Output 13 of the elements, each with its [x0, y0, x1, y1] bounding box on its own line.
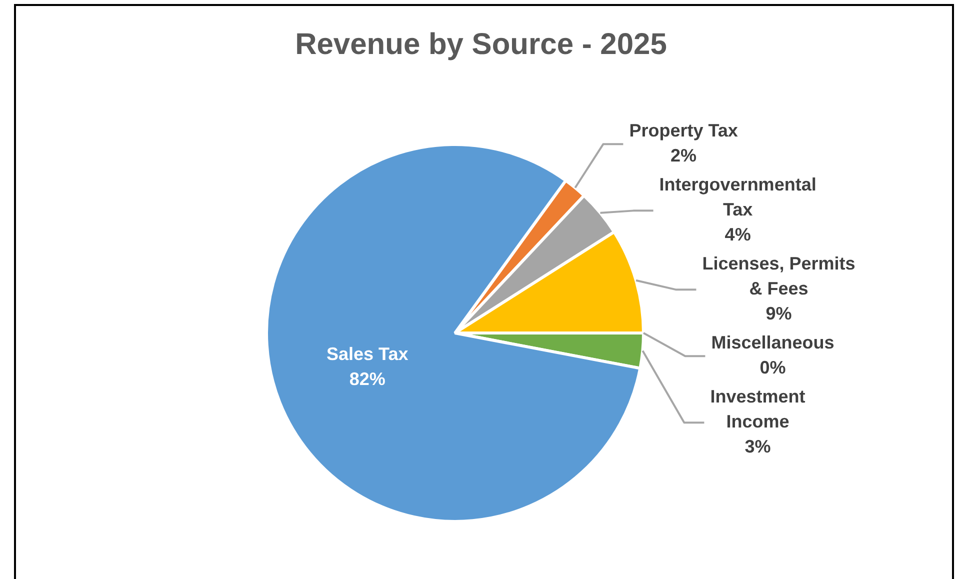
slice-label: Property Tax: [629, 120, 738, 141]
slice-label: Investment Income: [710, 386, 806, 432]
data-label: 4%: [724, 224, 751, 245]
data-label: 3%: [744, 436, 771, 457]
slice-label: Sales Tax: [326, 344, 408, 364]
slice-label: Licenses, Permits & Fees: [702, 254, 856, 299]
slice-label: Intergovernmental Tax: [659, 174, 816, 220]
data-label: 82%: [349, 369, 386, 390]
data-label: 2%: [670, 146, 697, 166]
chart-title: Revenue by Source - 2025: [294, 28, 668, 62]
text: 0%: [760, 358, 786, 378]
data-label: 9%: [766, 304, 792, 324]
legend-label: Miscellaneous: [711, 332, 834, 353]
